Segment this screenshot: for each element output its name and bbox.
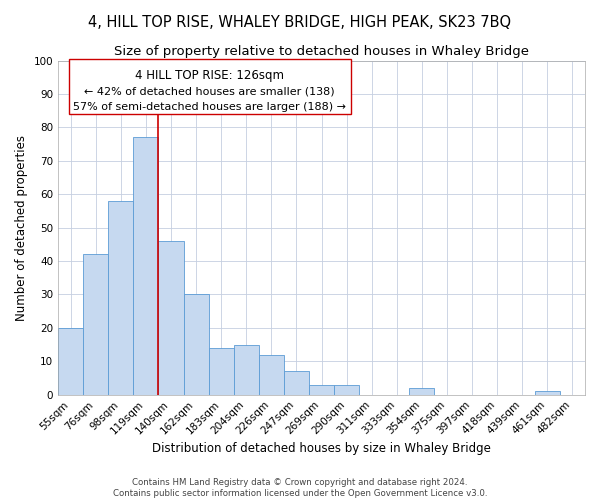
Bar (133, 138, 158, 394)
Text: 4 HILL TOP RISE: 126sqm: 4 HILL TOP RISE: 126sqm (135, 68, 284, 82)
Bar (334, 384, 359, 394)
Text: 57% of semi-detached houses are larger (188) →: 57% of semi-detached houses are larger (… (73, 102, 346, 112)
X-axis label: Distribution of detached houses by size in Whaley Bridge: Distribution of detached houses by size … (152, 442, 491, 455)
Bar (409, 388, 434, 394)
Bar (233, 344, 259, 395)
Bar (309, 384, 334, 394)
Text: 4, HILL TOP RISE, WHALEY BRIDGE, HIGH PEAK, SK23 7BQ: 4, HILL TOP RISE, WHALEY BRIDGE, HIGH PE… (88, 15, 512, 30)
Bar (535, 392, 560, 394)
Text: ← 42% of detached houses are smaller (138): ← 42% of detached houses are smaller (13… (84, 86, 335, 97)
Bar (108, 201, 133, 394)
Bar (158, 241, 184, 394)
Title: Size of property relative to detached houses in Whaley Bridge: Size of property relative to detached ho… (114, 45, 529, 58)
Bar (284, 372, 309, 394)
Bar (184, 294, 209, 394)
Bar (209, 348, 233, 395)
Text: Contains HM Land Registry data © Crown copyright and database right 2024.
Contai: Contains HM Land Registry data © Crown c… (113, 478, 487, 498)
Bar (259, 354, 284, 395)
Bar (58, 328, 83, 394)
Bar (83, 254, 108, 394)
FancyBboxPatch shape (68, 59, 350, 114)
Y-axis label: Number of detached properties: Number of detached properties (15, 134, 28, 320)
